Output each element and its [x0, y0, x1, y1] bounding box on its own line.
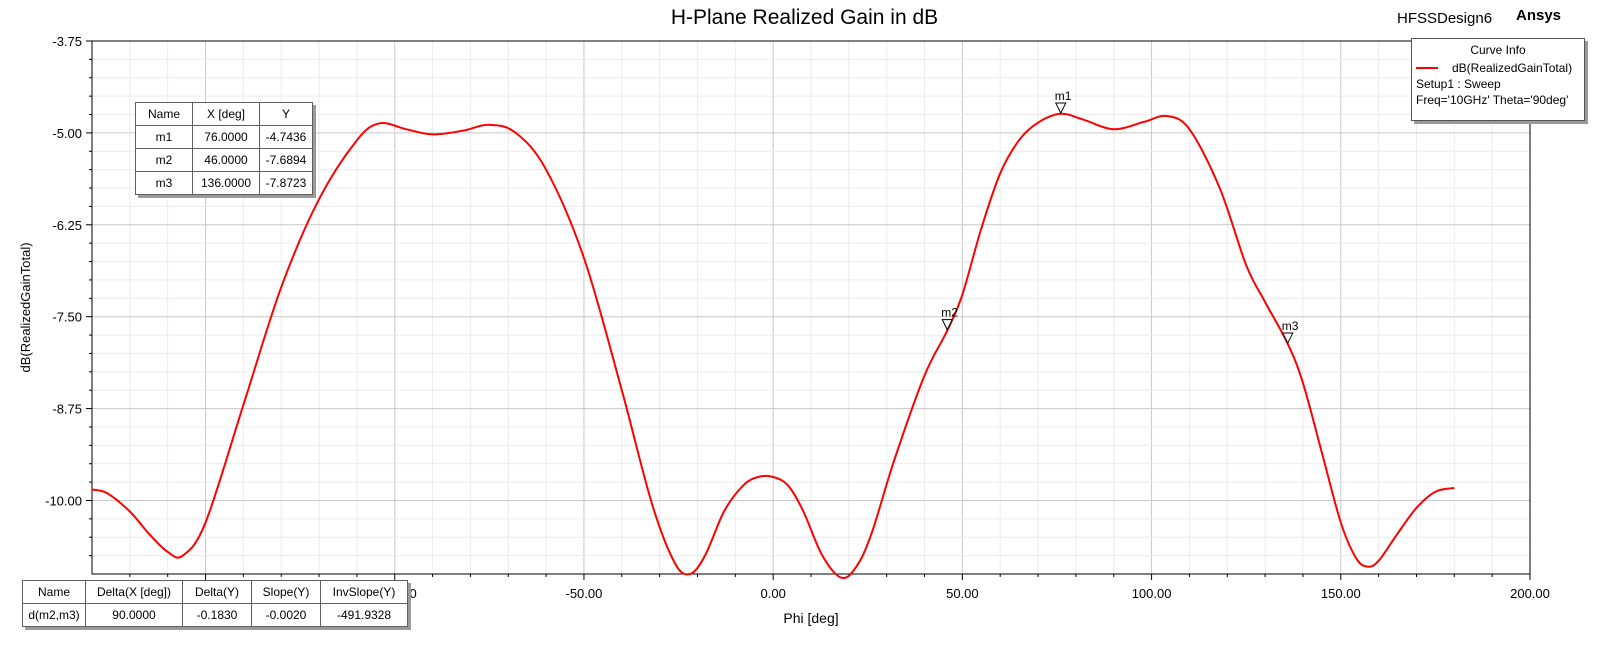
table-cell: 136.0000 [192, 171, 260, 195]
delta-marker-table[interactable]: Name Delta(X [deg]) Delta(Y) Slope(Y) In… [22, 580, 408, 627]
y-tick-label: -10.00 [45, 493, 82, 508]
curve-info-legend[interactable]: Curve Info dB(RealizedGainTotal) Setup1 … [1411, 38, 1585, 121]
marker-layer: m1 m2 m3 [941, 89, 1299, 345]
curve-info-title: Curve Info [1470, 43, 1526, 57]
header-cell: InvSlope(Y) [320, 580, 408, 604]
table-cell: 46.0000 [192, 148, 260, 172]
marker-m2 [941, 319, 954, 331]
table-cell: 76.0000 [192, 125, 260, 149]
table-cell: -491.9328 [320, 603, 408, 627]
header-cell: Name [22, 580, 86, 604]
header-cell: Delta(Y) [182, 580, 252, 604]
table-cell: -0.0020 [251, 603, 321, 627]
table-cell: d(m2,m3) [22, 603, 86, 627]
table-cell: m3 [135, 171, 193, 195]
y-tick-label: -8.75 [52, 402, 82, 417]
table-cell: -4.7436 [259, 125, 313, 149]
marker-m3 [1282, 332, 1294, 345]
y-tick-label: -5.00 [52, 126, 82, 141]
grid [92, 41, 1530, 574]
marker-table[interactable]: Name X [deg] Y m1 76.0000 -4.7436 m2 46.… [135, 102, 313, 195]
marker-label: m1 [1055, 89, 1072, 103]
marker-label: m2 [941, 306, 958, 320]
x-tick-label: 200.00 [1510, 586, 1550, 601]
x-axis-label: Phi [deg] [783, 610, 838, 626]
delta-table-header: Name Delta(X [deg]) Delta(Y) Slope(Y) In… [22, 580, 408, 604]
series-layer [91, 112, 1455, 580]
y-tick-label: -3.75 [52, 34, 82, 49]
table-cell: -7.8723 [259, 171, 313, 195]
header-cell: X [deg] [192, 102, 260, 126]
y-tick-label: -6.25 [52, 218, 82, 233]
legend-setup: Setup1 : Sweep [1416, 77, 1501, 91]
table-row[interactable]: m2 46.0000 -7.6894 [135, 148, 313, 172]
x-tick-label: 50.00 [946, 586, 979, 601]
header-cell: Slope(Y) [251, 580, 321, 604]
table-row[interactable]: m3 136.0000 -7.8723 [135, 171, 313, 195]
table-cell: 90.0000 [85, 603, 183, 627]
header-cell: Delta(X [deg]) [85, 580, 183, 604]
legend-swatch [1416, 67, 1438, 69]
marker-table-header: Name X [deg] Y [135, 102, 313, 126]
table-cell: m1 [135, 125, 193, 149]
marker-m1 [1054, 102, 1067, 115]
design-name: HFSSDesign6 [1397, 10, 1493, 27]
legend-params: Freq='10GHz' Theta='90deg' [1416, 93, 1569, 107]
marker-label: m3 [1282, 319, 1299, 333]
x-tick-label: -50.00 [566, 586, 603, 601]
x-tick-label: 0.00 [761, 586, 786, 601]
legend-trace-label: dB(RealizedGainTotal) [1452, 61, 1573, 75]
brand-logo: Ansys [1516, 7, 1562, 24]
chart-title: H-Plane Realized Gain in dB [670, 6, 939, 29]
series-line [91, 112, 1455, 580]
x-tick-label: 100.00 [1132, 586, 1172, 601]
x-tick-label: 150.00 [1321, 586, 1361, 601]
header-cell: Name [135, 102, 193, 126]
header-cell: Y [259, 102, 313, 126]
legend-entry[interactable]: dB(RealizedGainTotal) [1412, 61, 1584, 75]
y-axis-label: dB(RealizedGainTotal) [18, 242, 33, 372]
table-row[interactable]: m1 76.0000 -4.7436 [135, 125, 313, 149]
table-cell: -7.6894 [259, 148, 313, 172]
table-cell: -0.1830 [182, 603, 252, 627]
table-cell: m2 [135, 148, 193, 172]
y-tick-label: -7.50 [52, 310, 82, 325]
table-row[interactable]: d(m2,m3) 90.0000 -0.1830 -0.0020 -491.93… [22, 603, 408, 627]
tick-marks [86, 40, 1531, 580]
